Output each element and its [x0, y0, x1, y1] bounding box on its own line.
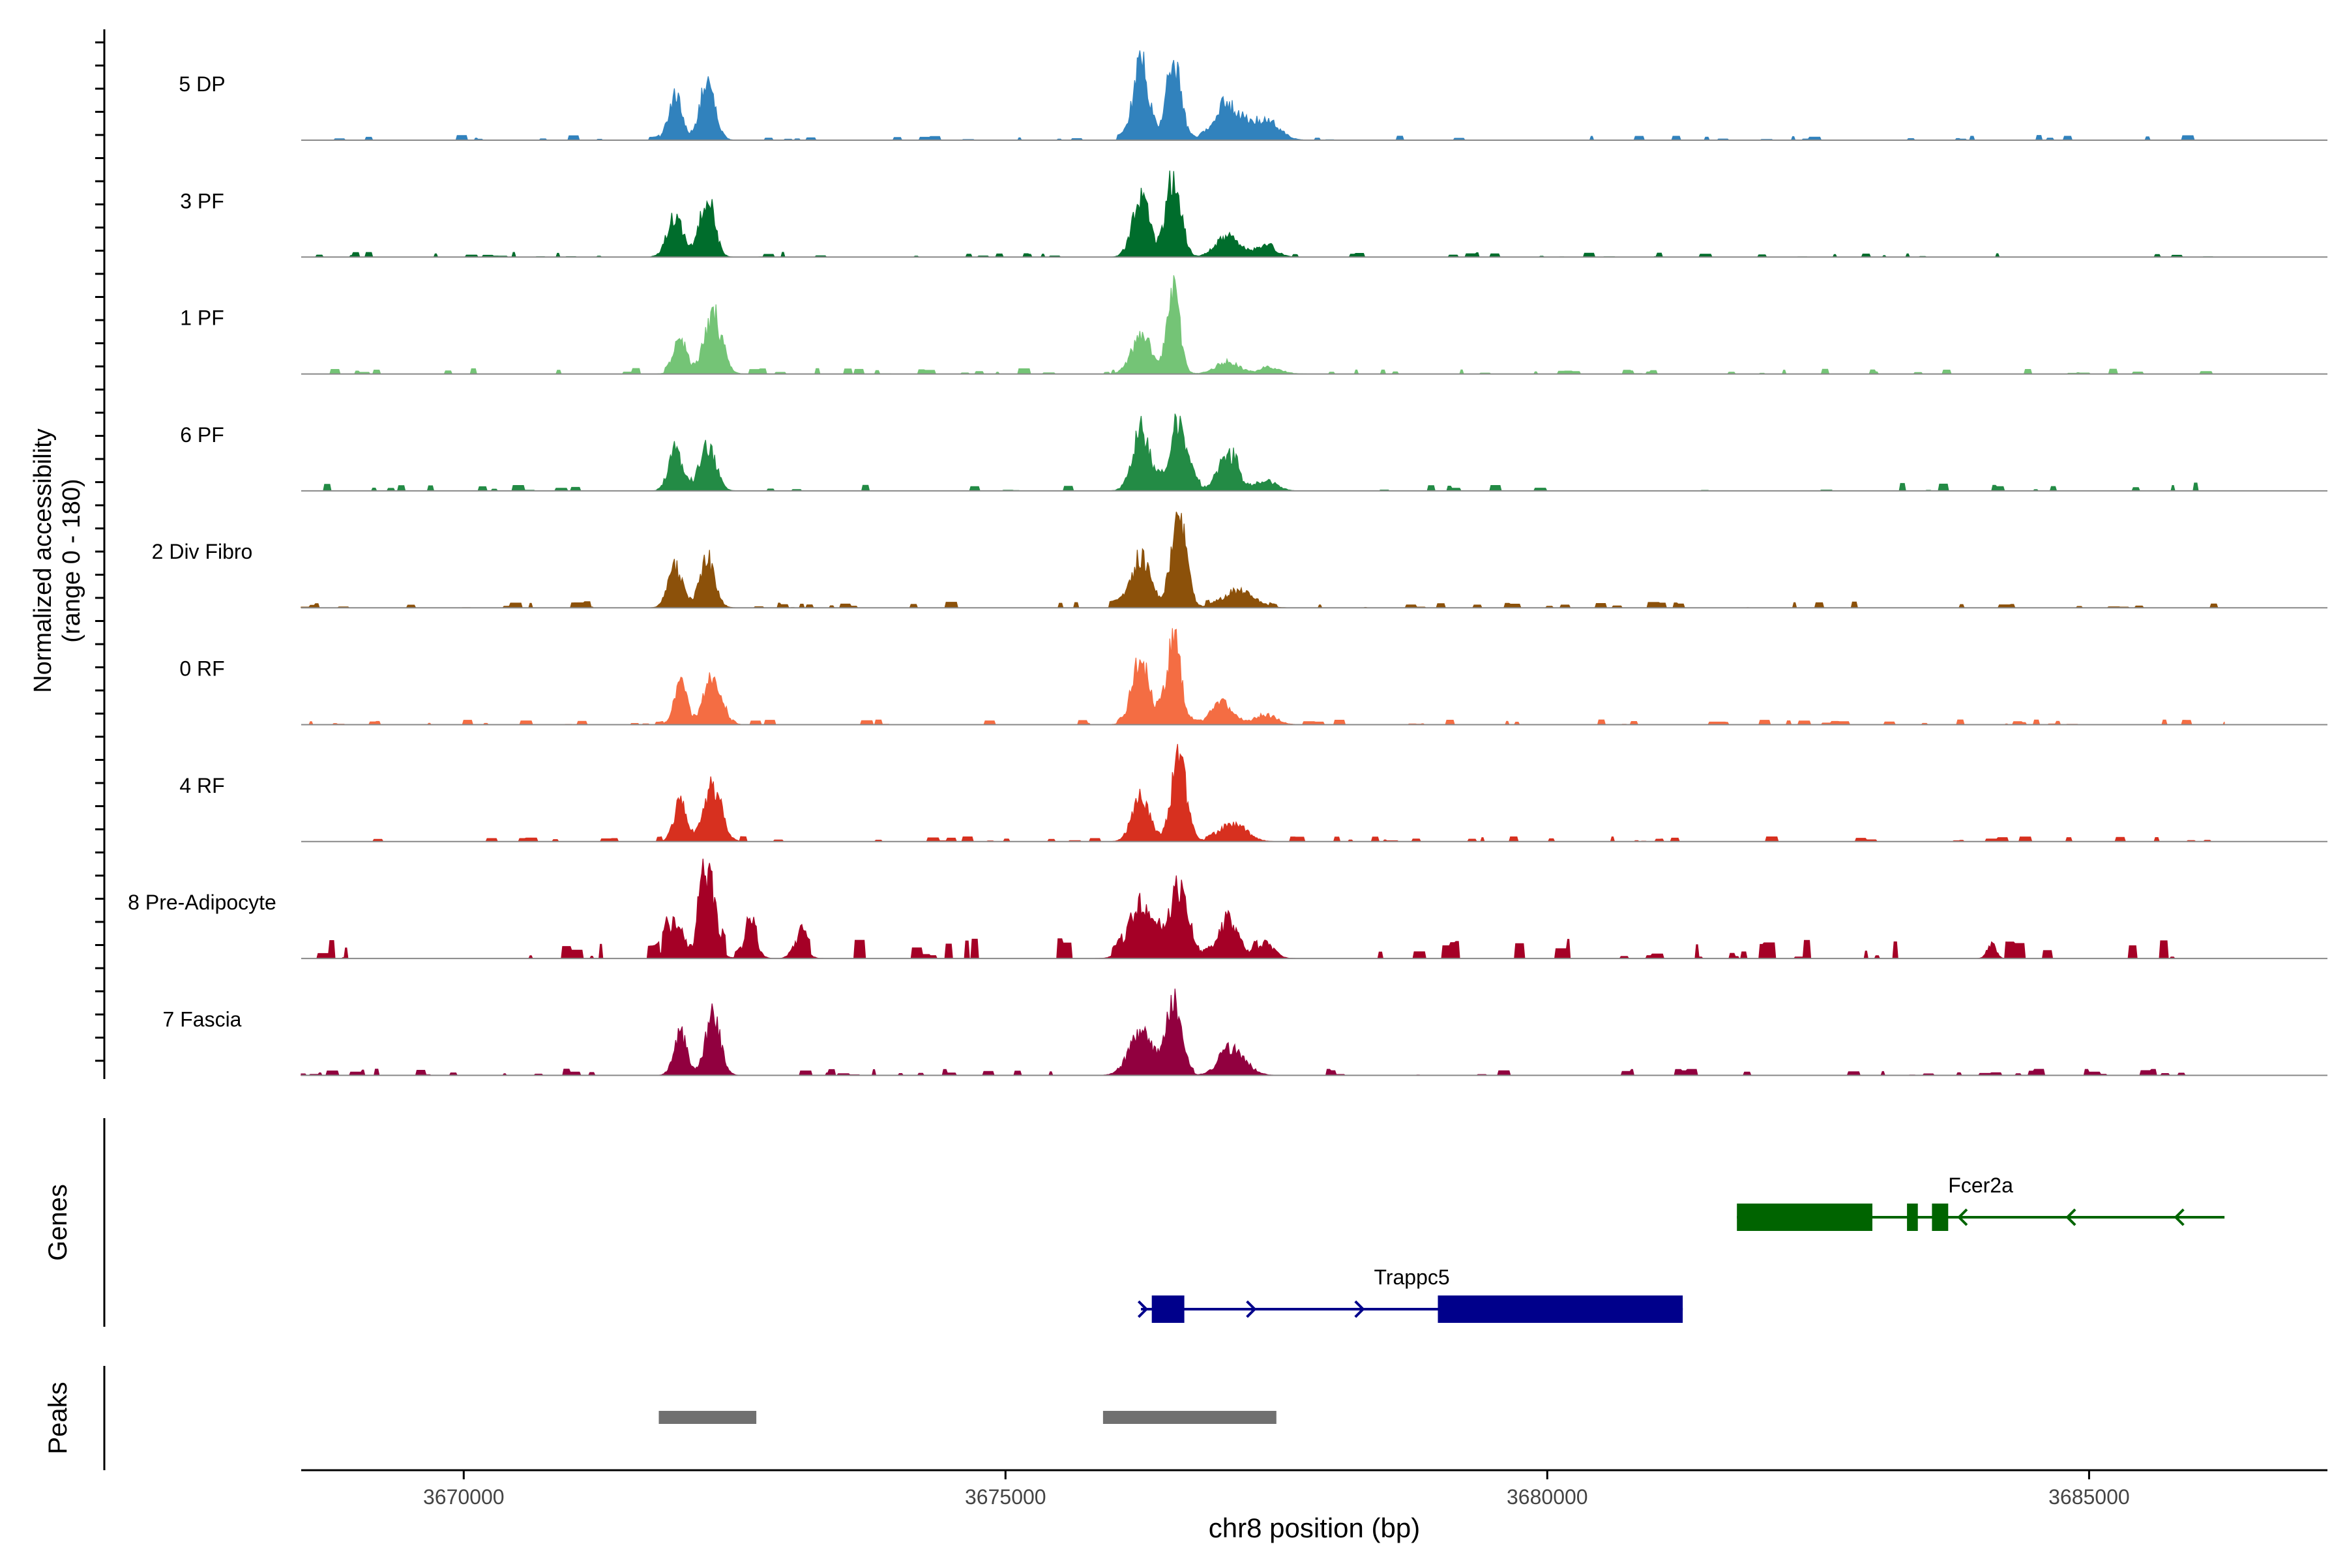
gene-label: Trappc5	[1374, 1265, 1449, 1289]
track-label: 1 PF	[180, 306, 224, 330]
x-tick-label: 3670000	[423, 1485, 505, 1509]
peak-region	[1102, 1411, 1277, 1424]
coverage-area	[301, 988, 2225, 1076]
track-2-div-fibro: 2 Div Fibro	[152, 511, 2327, 609]
track-0-rf: 0 RF	[179, 628, 2327, 726]
coverage-area	[301, 170, 2225, 258]
strand-arrow-icon	[2174, 1208, 2185, 1226]
y-axis-range: (range 0 - 180)	[58, 479, 85, 642]
strand-arrow-icon	[1354, 1300, 1365, 1318]
track-8-pre-adipocyte: 8 Pre-Adipocyte	[128, 859, 2327, 960]
track-5-dp: 5 DP	[179, 50, 2327, 141]
strand-arrow-icon	[2065, 1208, 2076, 1226]
coverage-area	[301, 275, 2225, 375]
strand-arrow-icon	[1137, 1300, 1149, 1318]
track-4-rf: 4 RF	[179, 744, 2327, 842]
track-label: 8 Pre-Adipocyte	[128, 891, 276, 914]
track-label: 7 Fascia	[163, 1007, 242, 1031]
track-6-pf: 6 PF	[180, 413, 2327, 492]
track-7-fascia: 7 Fascia	[163, 988, 2327, 1076]
gene-exon	[1907, 1204, 1918, 1231]
y-axis-title: Normalized accessibility	[29, 428, 57, 692]
y-axis-title-group: Normalized accessibility (range 0 - 180)	[29, 428, 85, 692]
gene-exon	[1932, 1204, 1949, 1231]
peak-region	[658, 1411, 757, 1424]
gene-exon	[1151, 1295, 1185, 1323]
x-tick-label: 3685000	[2048, 1485, 2130, 1509]
genes-panel-label: Genes	[44, 1184, 72, 1261]
strand-arrow-icon	[1957, 1208, 1968, 1226]
gene-track: Genes Fcer2a Trappc5	[44, 1118, 2225, 1327]
x-axis-title: chr8 position (bp)	[1209, 1513, 1421, 1543]
gene-fcer2a: Fcer2a	[1737, 1174, 2225, 1231]
gene-exon	[1438, 1295, 1683, 1323]
gene-exon	[1737, 1204, 1872, 1231]
track-1-pf: 1 PF	[180, 275, 2327, 375]
gene-label: Fcer2a	[1948, 1174, 2013, 1197]
x-axis: 3670000 3675000 3680000 3685000	[301, 1469, 2327, 1509]
track-label: 6 PF	[180, 423, 224, 447]
coverage-area	[301, 628, 2225, 726]
track-3-pf: 3 PF	[180, 170, 2327, 258]
strand-arrow-icon	[1246, 1300, 1257, 1318]
track-label: 0 RF	[179, 657, 224, 681]
peak-track: Peaks	[44, 1366, 1277, 1470]
x-tick-label: 3675000	[965, 1485, 1046, 1509]
coverage-area	[301, 744, 2225, 842]
coverage-area	[301, 413, 2225, 492]
track-label: 4 RF	[179, 774, 224, 797]
track-label: 2 Div Fibro	[152, 540, 253, 563]
coverage-area	[301, 50, 2225, 141]
track-label: 3 PF	[180, 189, 224, 213]
peaks-panel-label: Peaks	[44, 1382, 72, 1454]
coverage-y-axis	[95, 29, 106, 1079]
coverage-area	[301, 859, 2225, 959]
coverage-area	[301, 511, 2225, 608]
gene-trappc5: Trappc5	[1137, 1265, 1683, 1323]
x-tick-label: 3680000	[1507, 1485, 1588, 1509]
track-label: 5 DP	[179, 72, 225, 96]
coverage-tracks: 5 DP 3 PF 1 PF 6 PF 2 Div Fibro 0 RF 4 RF 8 Pre…	[128, 50, 2327, 1076]
